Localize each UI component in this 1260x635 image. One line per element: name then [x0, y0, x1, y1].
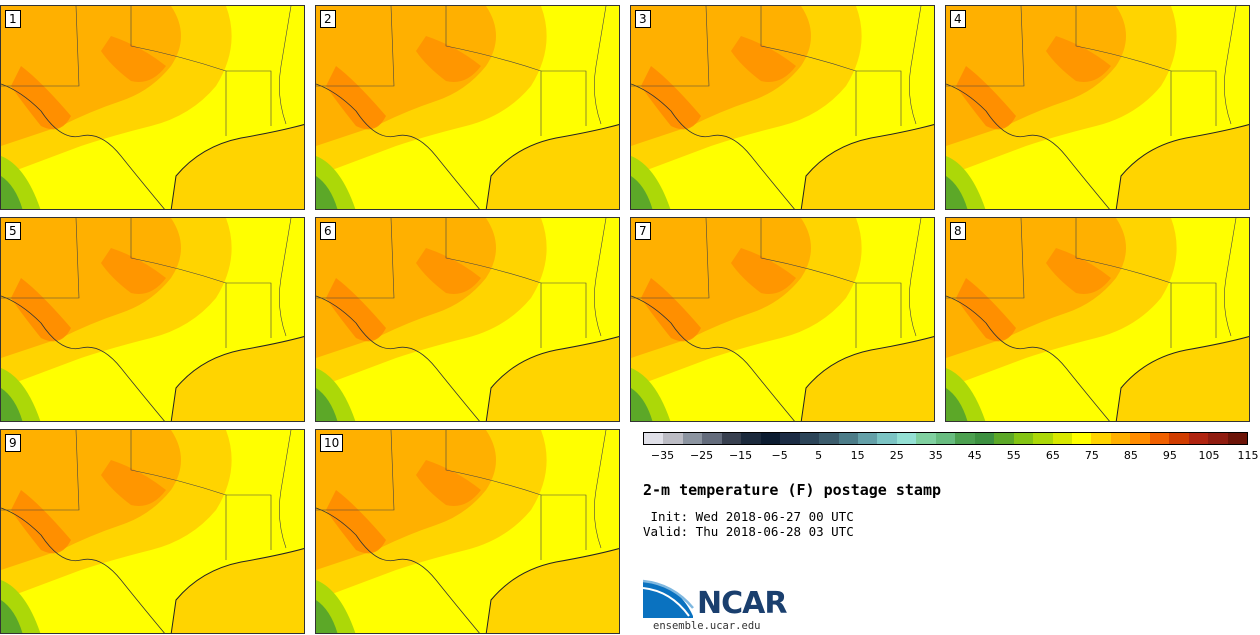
temperature-map: [316, 218, 619, 421]
colorbar-swatch: [1227, 433, 1248, 444]
colorbar-tick-label: −25: [689, 449, 714, 462]
colorbar-tick-label: 85: [1123, 449, 1138, 462]
logo-text: NCAR: [697, 586, 787, 621]
colorbar-tick-label: −15: [728, 449, 753, 462]
panel-label: 3: [635, 10, 651, 28]
colorbar-swatch: [1013, 433, 1034, 444]
colorbar-tick-label: 15: [850, 449, 865, 462]
panel-label: 9: [5, 434, 21, 452]
panel-label: 7: [635, 222, 651, 240]
map-panel-7: 7: [630, 217, 935, 422]
temperature-map: [1, 6, 304, 209]
map-panel-3: 3: [630, 5, 935, 210]
colorbar-swatch: [994, 433, 1014, 444]
colorbar-swatch: [1149, 433, 1170, 444]
colorbar-swatch: [760, 433, 781, 444]
colorbar-swatch: [877, 433, 897, 444]
colorbar-tick-label: 5: [815, 449, 823, 462]
colorbar-swatch: [896, 433, 917, 444]
init-line: Init: Wed 2018-06-27 00 UTC: [643, 509, 854, 524]
colorbar-swatch: [857, 433, 878, 444]
temperature-map: [1, 218, 304, 421]
colorbar-tick-label: −5: [771, 449, 788, 462]
colorbar-tick-label: 55: [1006, 449, 1021, 462]
colorbar-tick-label: 25: [889, 449, 904, 462]
colorbar-swatch: [974, 433, 995, 444]
panel-label: 5: [5, 222, 21, 240]
time-info: Init: Wed 2018-06-27 00 UTC Valid: Thu 2…: [643, 509, 854, 539]
panel-label: 4: [950, 10, 966, 28]
logo-url: ensemble.ucar.edu: [653, 620, 761, 632]
colorbar-tick-label: 115: [1237, 449, 1259, 462]
colorbar-swatch: [780, 433, 800, 444]
map-panel-9: 9: [0, 429, 305, 634]
colorbar-swatch: [1091, 433, 1111, 444]
colorbar-tick-label: −35: [650, 449, 675, 462]
colorbar-swatch: [1110, 433, 1131, 444]
temperature-map: [316, 6, 619, 209]
colorbar-swatch: [955, 433, 975, 444]
colorbar-swatch: [799, 433, 820, 444]
valid-line: Valid: Thu 2018-06-28 03 UTC: [643, 524, 854, 539]
map-panel-2: 2: [315, 5, 620, 210]
temperature-map: [946, 218, 1249, 421]
colorbar-swatch: [935, 433, 956, 444]
ncar-logo-icon: [643, 579, 694, 618]
colorbar-swatch: [1033, 433, 1053, 444]
colorbar-tick-label: 105: [1198, 449, 1220, 462]
colorbar-swatch: [663, 433, 683, 444]
colorbar-tick-label: 35: [928, 449, 943, 462]
panel-label: 8: [950, 222, 966, 240]
panel-label: 10: [320, 434, 344, 452]
map-panel-4: 4: [945, 5, 1250, 210]
colorbar-swatch: [1208, 433, 1228, 444]
temperature-map: [946, 6, 1249, 209]
temperature-map: [316, 430, 619, 633]
panel-label: 6: [320, 222, 336, 240]
colorbar-swatch: [838, 433, 858, 444]
temperature-map: [631, 6, 934, 209]
colorbar-tick-label: 65: [1045, 449, 1060, 462]
map-panel-10: 10: [315, 429, 620, 634]
panel-label: 1: [5, 10, 21, 28]
colorbar-swatch: [1071, 433, 1092, 444]
colorbar-swatch: [916, 433, 936, 444]
colorbar-swatch: [644, 433, 664, 444]
colorbar-swatch: [1188, 433, 1209, 444]
temperature-map: [631, 218, 934, 421]
colorbar-tick-label: 45: [967, 449, 982, 462]
plot-title: 2-m temperature (F) postage stamp: [643, 481, 942, 499]
map-panel-5: 5: [0, 217, 305, 422]
colorbar-swatch: [721, 433, 742, 444]
map-panel-1: 1: [0, 5, 305, 210]
map-panel-8: 8: [945, 217, 1250, 422]
colorbar-tick-label: 75: [1084, 449, 1099, 462]
colorbar-swatch: [819, 433, 839, 444]
colorbar-swatch: [702, 433, 722, 444]
colorbar-ticks: −35 −25 −15 −5 5 15 25 35 45 55 65 75 85 95 105 115: [643, 449, 1259, 467]
colorbar-swatch: [682, 433, 703, 444]
temperature-map: [1, 430, 304, 633]
map-panel-6: 6: [315, 217, 620, 422]
colorbar-tick-label: 95: [1162, 449, 1177, 462]
colorbar: [643, 432, 1248, 445]
panel-label: 2: [320, 10, 336, 28]
colorbar-swatch: [1130, 433, 1150, 444]
colorbar-swatch: [741, 433, 761, 444]
colorbar-swatch: [1169, 433, 1189, 444]
colorbar-swatch: [1052, 433, 1072, 444]
